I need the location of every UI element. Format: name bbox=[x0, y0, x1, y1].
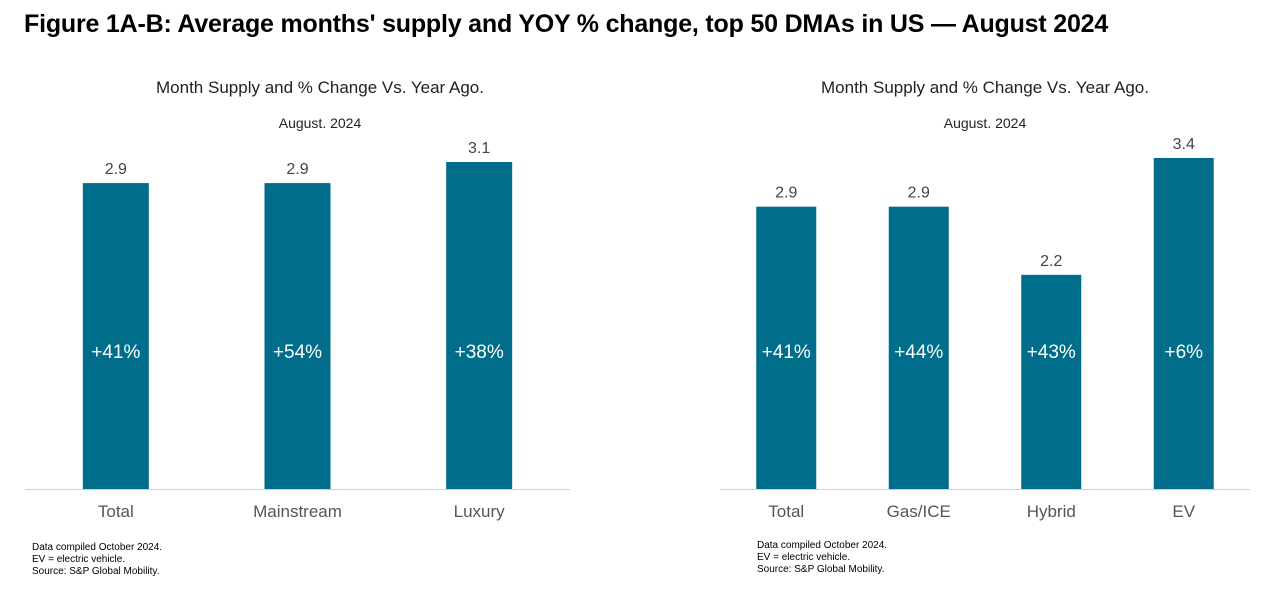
data-label: 2.9 bbox=[908, 185, 930, 202]
category-tick-label: Total bbox=[98, 502, 134, 521]
note-line: EV = electric vehicle. bbox=[32, 554, 126, 565]
chart-panel-b: Month Supply and % Change Vs. Year Ago. … bbox=[700, 60, 1270, 600]
chart-notes: Data compiled October 2024. EV = electri… bbox=[32, 542, 162, 578]
bar bbox=[888, 206, 949, 490]
bar bbox=[1153, 158, 1214, 489]
figure-title: Figure 1A-B: Average months' supply and … bbox=[24, 10, 1109, 38]
category-tick-label: Mainstream bbox=[253, 502, 342, 521]
chart-subtitle: August. 2024 bbox=[943, 115, 1027, 131]
note-line: Source: S&P Global Mobility. bbox=[757, 564, 885, 575]
chart-title: Month Supply and % Change Vs. Year Ago. bbox=[156, 78, 484, 97]
data-label: 3.1 bbox=[468, 140, 490, 157]
note-line: Source: S&P Global Mobility. bbox=[32, 566, 160, 577]
note-line: Data compiled October 2024. bbox=[757, 540, 888, 551]
bar bbox=[446, 162, 513, 489]
category-tick-label: Total bbox=[768, 502, 804, 521]
data-label: 2.2 bbox=[1040, 253, 1062, 270]
bar-chart-b: 2.9 +41% Total 2.9 +44% Gas/ICE 2.2 +43% Hybrid 3… bbox=[720, 136, 1250, 521]
data-label: 3.4 bbox=[1173, 136, 1195, 153]
category-tick-label: Hybrid bbox=[1027, 502, 1076, 521]
note-line: Data compiled October 2024. bbox=[32, 542, 163, 553]
chart-panel-a: Month Supply and % Change Vs. Year Ago. … bbox=[25, 60, 600, 600]
category-tick-label: EV bbox=[1172, 502, 1195, 521]
data-label: 2.9 bbox=[286, 161, 308, 178]
yoy-change-label: +41% bbox=[91, 342, 140, 363]
category-tick-label: Gas/ICE bbox=[887, 502, 951, 521]
bar bbox=[1021, 274, 1082, 489]
bar-chart-a: 2.9 +41% Total 2.9 +54% Mainstream 3.1 +38% Luxu… bbox=[25, 140, 570, 521]
bar bbox=[756, 206, 817, 490]
yoy-change-label: +43% bbox=[1027, 342, 1076, 363]
chart-notes: Data compiled October 2024. EV = electri… bbox=[757, 540, 887, 576]
chart-title: Month Supply and % Change Vs. Year Ago. bbox=[821, 78, 1149, 97]
chart-subtitle: August. 2024 bbox=[278, 115, 362, 131]
yoy-change-label: +44% bbox=[894, 342, 943, 363]
yoy-change-label: +6% bbox=[1164, 342, 1203, 363]
category-tick-label: Luxury bbox=[454, 502, 506, 521]
data-label: 2.9 bbox=[775, 185, 797, 202]
yoy-change-label: +41% bbox=[762, 342, 811, 363]
note-line: EV = electric vehicle. bbox=[757, 552, 851, 563]
yoy-change-label: +54% bbox=[273, 342, 322, 363]
bar bbox=[82, 183, 149, 489]
yoy-change-label: +38% bbox=[455, 342, 504, 363]
bar bbox=[264, 183, 331, 489]
data-label: 2.9 bbox=[105, 161, 127, 178]
